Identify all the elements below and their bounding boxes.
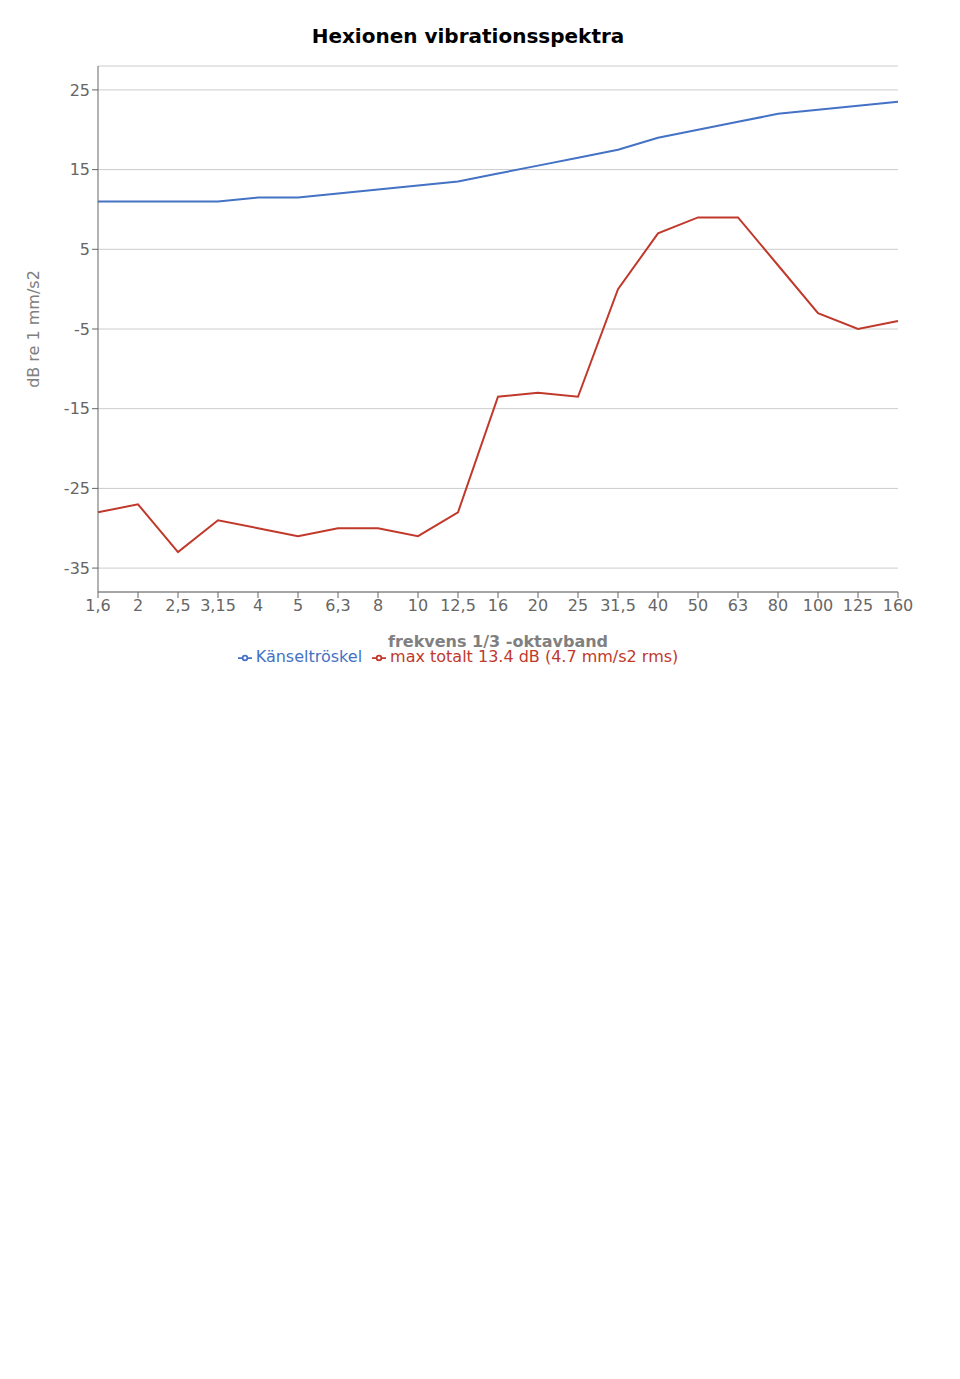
svg-text:100: 100 [803,596,834,615]
svg-text:1,6: 1,6 [85,596,110,615]
svg-text:160: 160 [883,596,914,615]
svg-text:-25: -25 [64,479,90,498]
svg-text:12,5: 12,5 [440,596,476,615]
svg-text:2: 2 [133,596,143,615]
svg-text:80: 80 [768,596,788,615]
svg-text:2,5: 2,5 [165,596,190,615]
svg-text:25: 25 [70,81,90,100]
svg-text:3,15: 3,15 [200,596,236,615]
svg-text:-5: -5 [74,320,90,339]
svg-text:10: 10 [408,596,428,615]
svg-text:63: 63 [728,596,748,615]
svg-text:-15: -15 [64,399,90,418]
html-text:max totalt 13.4 dB (4.7 mm/s2: max totalt 13.4 dB (4.7 mm/s2 rms) [390,647,679,666]
html-text:Känseltröskel: Känseltröskel [255,647,363,666]
svg-text:31,5: 31,5 [600,596,636,615]
svg-text:5: 5 [80,240,90,259]
svg-text:40: 40 [648,596,668,615]
svg-text:4: 4 [253,596,263,615]
svg-text:50: 50 [688,596,708,615]
svg-text:125: 125 [843,596,874,615]
svg-text:5: 5 [293,596,303,615]
svg-text:8: 8 [373,596,383,615]
svg-text:15: 15 [70,160,90,179]
svg-text:frekvens 1/3 -oktavband: frekvens 1/3 -oktavband [388,632,608,651]
svg-text:-35: -35 [64,559,90,578]
svg-text:16: 16 [488,596,508,615]
html-text:Hexionen vibrationsspektra: Hexionen vibrationsspektra [311,24,625,48]
svg-text:20: 20 [528,596,548,615]
svg-text:6,3: 6,3 [325,596,350,615]
svg-text:dB re 1 mm/s2: dB re 1 mm/s2 [24,270,43,388]
svg-text:25: 25 [568,596,588,615]
